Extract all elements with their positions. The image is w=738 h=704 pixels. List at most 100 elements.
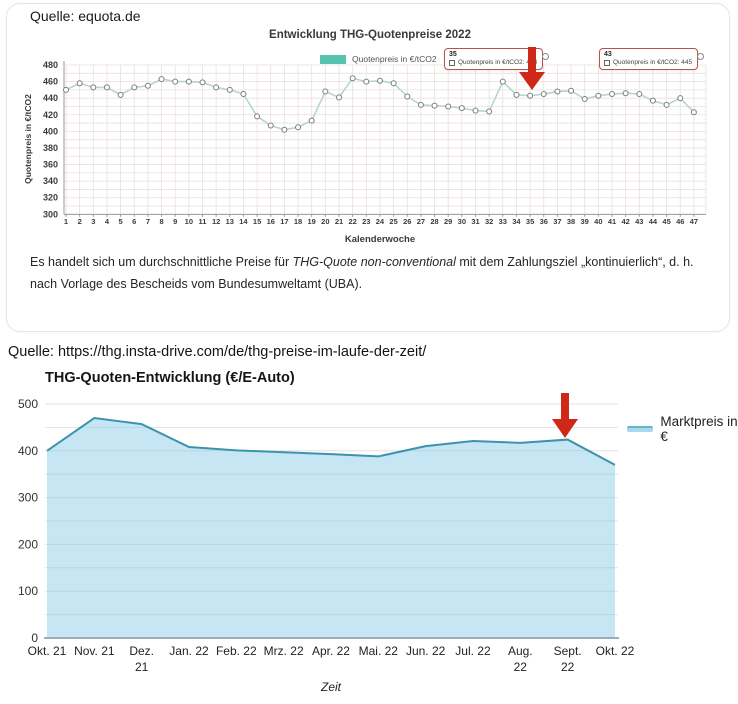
x-tick-label: 16 <box>267 217 275 226</box>
x-tick-label: 7 <box>146 217 150 226</box>
tooltip-week-number: 35 <box>449 51 457 58</box>
data-point-week-10[interactable] <box>185 78 192 85</box>
data-point-week-13[interactable] <box>226 86 233 93</box>
data-point-week-20[interactable] <box>322 88 329 95</box>
x-tick-label: 2 <box>78 217 82 226</box>
y-tick-label: 500 <box>18 397 38 411</box>
top-chart-legend[interactable]: Quotenpreis in €/tCO2 <box>320 54 437 64</box>
data-point-week-29[interactable] <box>445 103 452 110</box>
y-tick-label: 380 <box>43 143 58 153</box>
data-point-week-35[interactable] <box>527 92 534 99</box>
x-axis-title: Kalenderwoche <box>345 234 415 245</box>
tooltip-value-label: Quotenpreis in €/tCO2: 443 <box>458 59 538 66</box>
x-tick-label: 31 <box>471 217 479 226</box>
x-tick-label: Okt. 22 <box>596 644 635 658</box>
y-tick-label: 0 <box>31 631 38 645</box>
data-point-week-16[interactable] <box>267 122 274 129</box>
data-point-week-36[interactable] <box>540 91 547 98</box>
note-italic: THG-Quote non-conventional <box>292 255 456 269</box>
data-point-week-2[interactable] <box>76 80 83 87</box>
data-point-week-26[interactable] <box>404 93 411 100</box>
data-point-week-6[interactable] <box>131 84 138 91</box>
tooltip-checkbox[interactable] <box>604 59 610 66</box>
data-point-week-15[interactable] <box>254 113 261 120</box>
data-point-week-43[interactable] <box>636 91 643 98</box>
legend-swatch-teal <box>320 54 346 64</box>
data-point-week-3[interactable] <box>90 84 97 91</box>
data-point-week-44[interactable] <box>649 97 656 104</box>
x-tick-label: Sept. 22 <box>554 644 582 674</box>
x-tick-label: 38 <box>567 217 575 226</box>
marktpreis-line <box>46 416 616 466</box>
tooltip-pointer-dot <box>697 53 705 60</box>
x-tick-label: 28 <box>430 217 438 226</box>
data-point-week-11[interactable] <box>199 79 206 86</box>
data-point-week-28[interactable] <box>431 102 438 109</box>
top-chart-area: 300 320 340 360 380 400 420 440 460 480 1 2 3 4 5 6 7 8 9 1… <box>18 55 730 255</box>
data-point-week-32[interactable] <box>486 108 493 115</box>
data-point-week-19[interactable] <box>308 117 315 124</box>
x-tick-label: 29 <box>444 217 452 226</box>
x-tick-label: 4 <box>105 217 110 226</box>
x-tick-label: 12 <box>212 217 220 226</box>
data-point-week-38[interactable] <box>568 87 575 94</box>
x-tick-label: 8 <box>159 217 163 226</box>
data-point-week-40[interactable] <box>595 92 602 99</box>
x-tick-label: 9 <box>173 217 177 226</box>
x-tick-label: 43 <box>635 217 643 226</box>
data-point-week-46[interactable] <box>677 95 684 102</box>
x-tick-label: 24 <box>376 217 385 226</box>
x-tick-label: 39 <box>581 217 589 226</box>
data-point-week-7[interactable] <box>144 82 151 89</box>
data-point-week-24[interactable] <box>376 77 383 84</box>
data-point-week-37[interactable] <box>554 88 561 95</box>
note-part1: Es handelt sich um durchschnittliche Pre… <box>30 255 293 269</box>
y-tick-label: 400 <box>18 444 38 458</box>
data-point-week-9[interactable] <box>172 78 179 85</box>
data-point-week-30[interactable] <box>458 105 465 112</box>
data-point-week-42[interactable] <box>622 90 629 97</box>
data-point-week-41[interactable] <box>609 91 615 98</box>
data-point-week-25[interactable] <box>390 80 397 87</box>
x-tick-label: Aug. 22 <box>508 644 533 674</box>
chart-tooltip-week-35[interactable]: 35 Quotenpreis in €/tCO2: 443 <box>444 48 550 70</box>
chart-tooltip-week-43[interactable]: 43 Quotenpreis in €/tCO2: 445 <box>599 48 705 70</box>
red-arrow-icon <box>552 393 578 438</box>
x-tick-label: Okt. 21 <box>28 644 67 658</box>
data-point-week-27[interactable] <box>417 101 424 108</box>
data-point-week-4[interactable] <box>103 84 110 91</box>
data-point-week-5[interactable] <box>117 91 124 98</box>
data-point-week-18[interactable] <box>295 124 302 131</box>
data-point-week-34[interactable] <box>513 91 520 98</box>
data-point-week-12[interactable] <box>213 84 220 91</box>
y-tick-label: 480 <box>43 60 58 70</box>
data-point-week-1[interactable] <box>63 86 69 93</box>
y-tick-label: 320 <box>43 193 58 203</box>
data-point-week-17[interactable] <box>281 126 288 133</box>
data-point-week-47[interactable] <box>690 109 697 116</box>
y-tick-label: 400 <box>43 126 58 136</box>
y-tick-label: 100 <box>18 584 38 598</box>
x-tick-label: 36 <box>540 217 548 226</box>
bottom-chart-legend[interactable]: Marktpreis in € <box>627 414 738 444</box>
x-tick-label: Mrz. 22 <box>264 644 304 658</box>
x-tick-label: 22 <box>348 217 356 226</box>
data-point-week-33[interactable] <box>499 78 506 85</box>
x-tick-label: 23 <box>362 217 370 226</box>
bottom-chart-title: THG-Quoten-Entwicklung (€/E-Auto) <box>45 370 295 386</box>
tooltip-checkbox[interactable] <box>449 59 455 66</box>
source-label-insta-drive: Quelle: https://thg.insta-drive.com/de/t… <box>8 344 427 360</box>
data-point-week-21[interactable] <box>336 94 342 101</box>
data-point-week-39[interactable] <box>581 96 588 103</box>
data-point-week-23[interactable] <box>363 78 370 85</box>
data-point-week-14[interactable] <box>240 91 247 98</box>
data-point-week-45[interactable] <box>663 101 670 108</box>
x-tick-label: Nov. 21 <box>74 644 115 658</box>
data-point-week-22[interactable] <box>349 75 356 82</box>
data-point-week-31[interactable] <box>472 107 479 114</box>
x-tick-label: 33 <box>499 217 507 226</box>
y-tick-label: 360 <box>43 160 58 170</box>
bottom-chart-area: 0 100 200 300 400 500 Okt. 21 Nov. 21 Dez. 21 Jan.… <box>0 392 738 704</box>
data-point-week-8[interactable] <box>158 76 165 83</box>
